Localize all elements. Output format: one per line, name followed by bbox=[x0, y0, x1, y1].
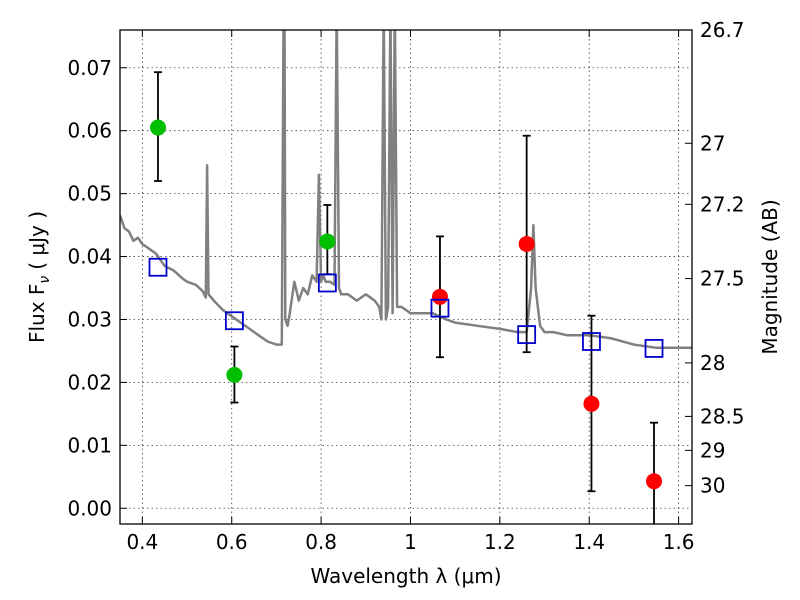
grid-lines bbox=[120, 30, 692, 524]
y-tick-label: 0.00 bbox=[67, 496, 112, 520]
model-photometry-square bbox=[582, 332, 601, 351]
y2-tick-label: 28.5 bbox=[700, 404, 745, 428]
data-point-red bbox=[646, 473, 663, 490]
y-tick-label: 0.05 bbox=[67, 182, 112, 206]
model-photometry-square bbox=[644, 339, 664, 358]
y2-tick-label: 30 bbox=[700, 474, 725, 498]
x-tick-label: 1.4 bbox=[573, 530, 605, 554]
data-point-green bbox=[149, 119, 166, 136]
y-tick-label: 0.06 bbox=[67, 119, 112, 143]
model-photometry-square bbox=[517, 325, 537, 344]
x-tick-label: 1.2 bbox=[484, 530, 516, 554]
x-tick-label: 1.6 bbox=[663, 530, 695, 554]
data-point-red bbox=[431, 288, 448, 305]
model-photometry-square bbox=[317, 273, 337, 293]
marker-layer bbox=[148, 119, 664, 490]
plot-frame bbox=[119, 29, 693, 525]
y-tick-label: 0.02 bbox=[67, 370, 112, 394]
x-tick-label: 1 bbox=[404, 530, 417, 554]
model-spectrum-layer bbox=[120, 30, 692, 350]
y2-tick-label: 27 bbox=[700, 131, 725, 155]
y-axis-ticks: 0.00 0.01 0.02 0.03 0.04 0.05 0.06 0.07 bbox=[67, 56, 127, 520]
x-tick-label: 0.8 bbox=[305, 530, 337, 554]
y-axis-title-group: Flux Fν ( μJy ) bbox=[25, 211, 53, 343]
y-tick-label: 0.01 bbox=[67, 433, 112, 457]
x-axis-ticks: 0.4 0.6 0.8 1 1.2 1.4 1.6 bbox=[126, 30, 695, 554]
x-tick-label: 0.6 bbox=[216, 530, 248, 554]
data-point-green bbox=[226, 366, 243, 383]
y2-tick-label: 28 bbox=[700, 351, 725, 375]
y-tick-label: 0.07 bbox=[67, 56, 112, 80]
data-point-red bbox=[583, 395, 600, 412]
model-photometry-square bbox=[148, 257, 168, 277]
right-axis-ticks: 26.7 27 27.2 27.5 28 28.5 29 30 bbox=[685, 18, 745, 498]
y-tick-label: 0.04 bbox=[67, 245, 112, 269]
model-spectrum-line bbox=[120, 30, 692, 350]
y-axis-title: Flux Fν ( μJy ) bbox=[25, 211, 53, 343]
x-tick-label: 0.4 bbox=[126, 530, 158, 554]
y-tick-label: 0.03 bbox=[67, 307, 112, 331]
y2-axis-title: Magnitude (AB) bbox=[758, 199, 782, 354]
y-axis-title-unit: ( μJy ) bbox=[25, 211, 49, 270]
data-point-red bbox=[518, 235, 535, 252]
model-photometry-square bbox=[430, 298, 450, 318]
model-photometry-square bbox=[224, 311, 244, 331]
y2-axis-title-group: Magnitude (AB) bbox=[758, 199, 782, 354]
y2-tick-label: 27.2 bbox=[700, 192, 745, 216]
y2-tick-label: 27.5 bbox=[700, 267, 745, 291]
x-axis-title: Wavelength λ (μm) bbox=[310, 564, 501, 588]
y-axis-title-main: Flux F bbox=[25, 284, 49, 343]
y2-tick-label: 29 bbox=[700, 438, 725, 462]
y2-tick-label: 26.7 bbox=[700, 18, 745, 42]
data-point-green bbox=[319, 233, 336, 250]
y-axis-title-subscript: ν bbox=[37, 276, 53, 284]
